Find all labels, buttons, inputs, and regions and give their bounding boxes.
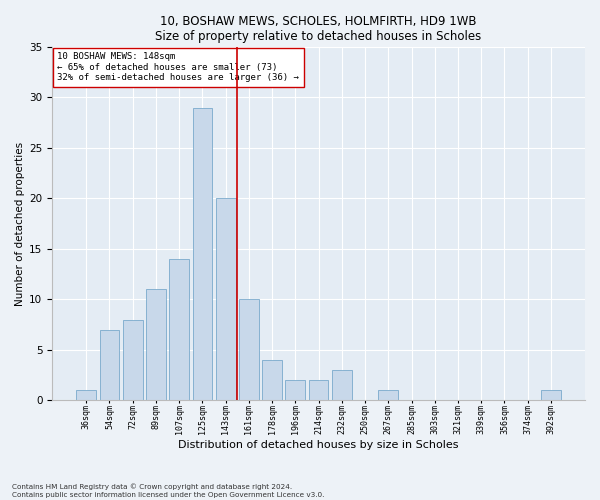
Bar <box>239 300 259 400</box>
Bar <box>379 390 398 400</box>
Text: 10 BOSHAW MEWS: 148sqm
← 65% of detached houses are smaller (73)
32% of semi-det: 10 BOSHAW MEWS: 148sqm ← 65% of detached… <box>58 52 299 82</box>
Bar <box>123 320 143 400</box>
Y-axis label: Number of detached properties: Number of detached properties <box>15 142 25 306</box>
X-axis label: Distribution of detached houses by size in Scholes: Distribution of detached houses by size … <box>178 440 459 450</box>
Bar <box>286 380 305 400</box>
Bar <box>146 289 166 401</box>
Bar <box>332 370 352 400</box>
Bar <box>541 390 561 400</box>
Text: Contains HM Land Registry data © Crown copyright and database right 2024.
Contai: Contains HM Land Registry data © Crown c… <box>12 484 325 498</box>
Bar <box>100 330 119 400</box>
Bar <box>76 390 96 400</box>
Bar <box>308 380 328 400</box>
Bar <box>169 259 189 400</box>
Title: 10, BOSHAW MEWS, SCHOLES, HOLMFIRTH, HD9 1WB
Size of property relative to detach: 10, BOSHAW MEWS, SCHOLES, HOLMFIRTH, HD9… <box>155 15 482 43</box>
Bar <box>262 360 282 401</box>
Bar <box>216 198 236 400</box>
Bar <box>193 108 212 401</box>
